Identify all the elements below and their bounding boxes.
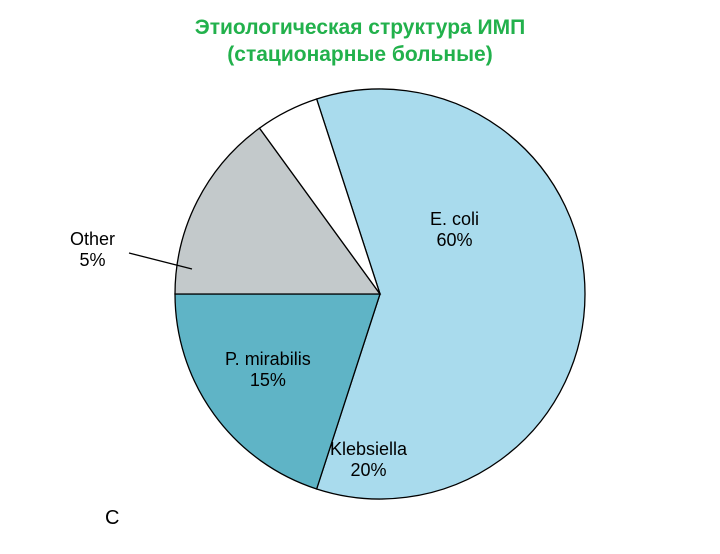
slice-label-pmirabilis: P. mirabilis 15% (225, 349, 311, 392)
slice-pct-klebsiella: 20% (351, 460, 387, 480)
footer-letter-c: C (105, 507, 119, 530)
slice-pct-ecoli: 60% (437, 230, 473, 250)
pie-chart-container: E. coli 60% Klebsiella 20% P. mirabilis … (0, 69, 720, 529)
slice-name-pmirabilis: P. mirabilis (225, 349, 311, 369)
title-line-1: Этиологическая структура ИМП (195, 16, 525, 39)
slice-name-ecoli: E. coli (430, 209, 479, 229)
slice-name-other: Other (70, 229, 115, 249)
slice-pct-other: 5% (80, 250, 106, 270)
slice-name-klebsiella: Klebsiella (330, 439, 407, 459)
title-line-2: (стационарные больные) (227, 43, 492, 66)
slice-label-klebsiella: Klebsiella 20% (330, 439, 407, 482)
slice-pct-pmirabilis: 15% (250, 370, 286, 390)
slice-label-ecoli: E. coli 60% (430, 209, 479, 252)
slice-label-other: Other 5% (70, 229, 115, 272)
chart-title: Этиологическая структура ИМП (стационарн… (0, 14, 720, 69)
